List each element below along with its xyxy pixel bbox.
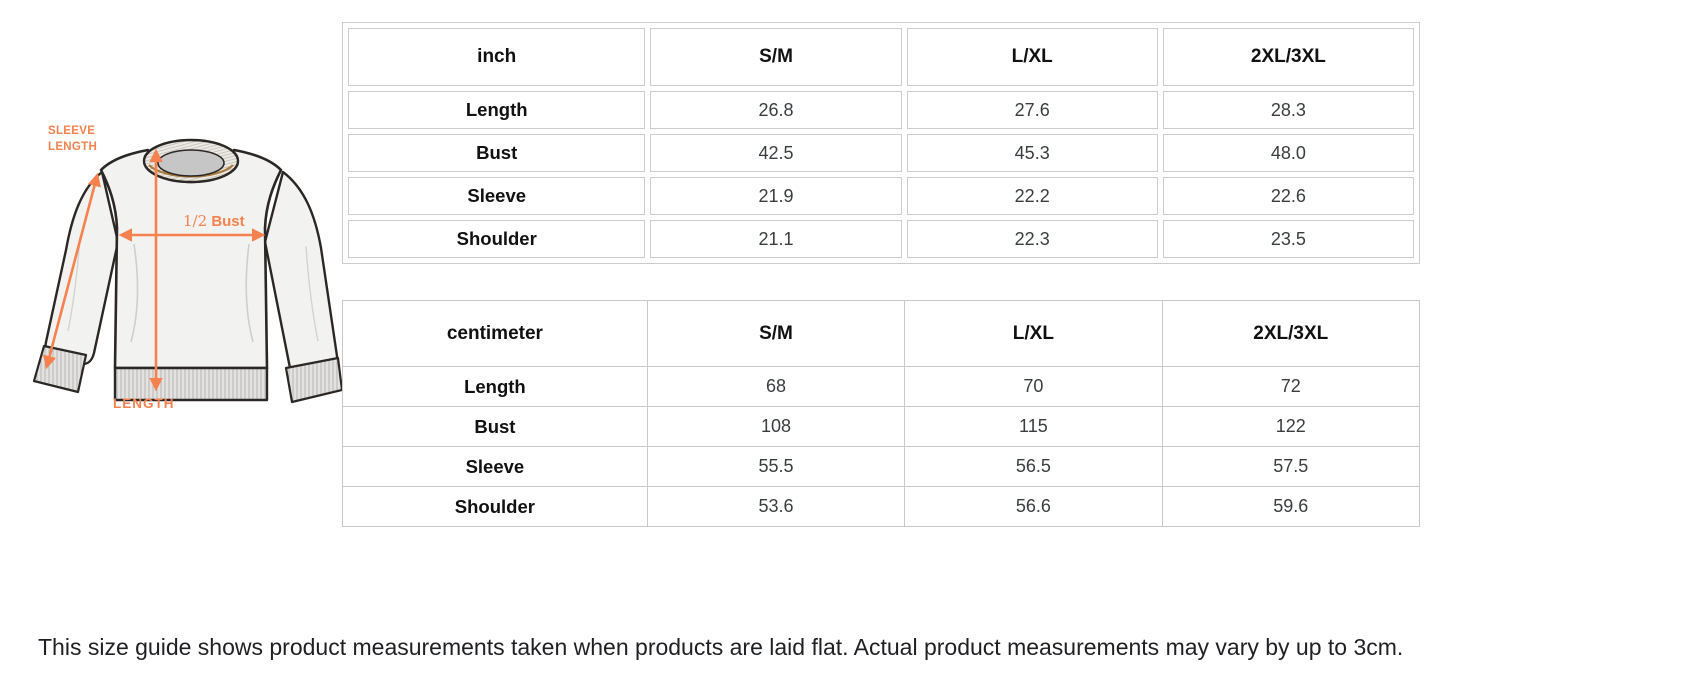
inch-sleeve-row: Sleeve 21.9 22.2 22.6: [348, 177, 1414, 215]
cell-value: 27.6: [906, 91, 1158, 129]
cell-value: 115: [904, 406, 1163, 447]
cm-length-row: Length 68 70 72: [342, 366, 1421, 407]
cell-value: 23.5: [1162, 220, 1414, 258]
row-label: Shoulder: [348, 220, 646, 258]
row-label: Length: [342, 366, 648, 407]
cell-value: 53.6: [646, 486, 906, 527]
row-label: Bust: [348, 134, 646, 172]
cell-value: 59.6: [1161, 486, 1421, 527]
inch-bust-row: Bust 42.5 45.3 48.0: [348, 134, 1414, 172]
length-label: LENGTH: [113, 396, 175, 411]
cell-value: 22.2: [906, 177, 1158, 215]
row-label: Shoulder: [342, 486, 648, 527]
cell-value: 42.5: [650, 134, 902, 172]
sleeve-length-arrow: [43, 172, 101, 370]
row-label: Bust: [342, 406, 648, 447]
cm-size-header-sm: S/M: [646, 300, 906, 367]
row-label: Sleeve: [342, 446, 648, 487]
cm-unit-header: centimeter: [342, 300, 648, 367]
row-label: Length: [348, 91, 646, 129]
inch-unit-header: inch: [348, 28, 646, 86]
cell-value: 21.1: [650, 220, 902, 258]
inch-size-header-sm: S/M: [650, 28, 902, 86]
sweater-measurement-diagram: SLEEVE LENGTH 1/2 Bust LENGTH: [20, 116, 342, 426]
cm-size-header-lxl: L/XL: [904, 300, 1163, 367]
cell-value: 56.5: [904, 446, 1163, 487]
measurement-arrows: [43, 148, 266, 392]
size-tables: inch S/M L/XL 2XL/3XL Length 26.8 27.6 2…: [342, 22, 1421, 527]
inch-size-header-2xl3xl: 2XL/3XL: [1162, 28, 1414, 86]
cell-value: 57.5: [1161, 446, 1421, 487]
cell-value: 108: [646, 406, 906, 447]
cell-value: 56.6: [904, 486, 1163, 527]
cell-value: 48.0: [1162, 134, 1414, 172]
half-bust-word: Bust: [211, 213, 245, 230]
cell-value: 70: [904, 366, 1163, 407]
cell-value: 122: [1161, 406, 1421, 447]
inch-length-row: Length 26.8 27.6 28.3: [348, 91, 1414, 129]
cell-value: 55.5: [646, 446, 906, 487]
half-bust-label: 1/2 Bust: [183, 212, 245, 230]
cm-shoulder-row: Shoulder 53.6 56.6 59.6: [342, 486, 1421, 527]
size-table-inch: inch S/M L/XL 2XL/3XL Length 26.8 27.6 2…: [342, 22, 1420, 264]
cell-value: 21.9: [650, 177, 902, 215]
cell-value: 72: [1161, 366, 1421, 407]
cell-value: 22.6: [1162, 177, 1414, 215]
cm-sleeve-row: Sleeve 55.5 56.5 57.5: [342, 446, 1421, 487]
inch-shoulder-row: Shoulder 21.1 22.3 23.5: [348, 220, 1414, 258]
sweater-illustration: [32, 138, 342, 404]
cm-header-row: centimeter S/M L/XL 2XL/3XL: [342, 300, 1421, 367]
cm-bust-row: Bust 108 115 122: [342, 406, 1421, 447]
size-guide-note: This size guide shows product measuremen…: [38, 634, 1404, 660]
half-bust-fraction: 1/2: [183, 212, 208, 230]
inch-size-header-lxl: L/XL: [906, 28, 1158, 86]
cell-value: 68: [646, 366, 906, 407]
cell-value: 26.8: [650, 91, 902, 129]
sleeve-length-label: SLEEVE LENGTH: [48, 125, 98, 153]
cell-value: 28.3: [1162, 91, 1414, 129]
cell-value: 22.3: [906, 220, 1158, 258]
size-table-centimeter: centimeter S/M L/XL 2XL/3XL Length 68 70…: [342, 300, 1421, 527]
cm-size-header-2xl3xl: 2XL/3XL: [1161, 300, 1421, 367]
cell-value: 45.3: [906, 134, 1158, 172]
row-label: Sleeve: [348, 177, 646, 215]
inch-header-row: inch S/M L/XL 2XL/3XL: [348, 28, 1414, 86]
